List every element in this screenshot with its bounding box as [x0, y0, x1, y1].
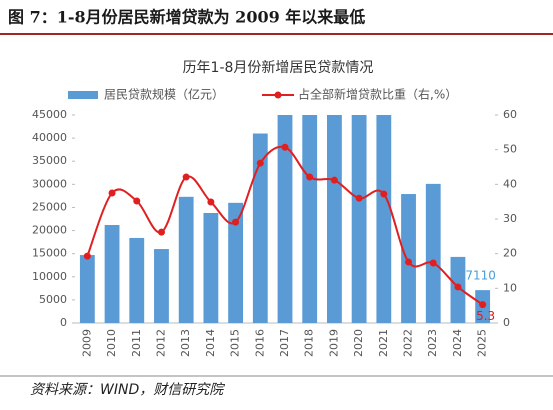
x-tick-label: 2020 — [352, 329, 365, 357]
bar — [154, 249, 169, 323]
line-point — [380, 190, 388, 198]
line-point — [232, 218, 240, 226]
line-point — [108, 189, 116, 197]
x-tick-label: 2014 — [204, 329, 217, 357]
bar — [129, 237, 145, 323]
y2-tick-label: 60 — [503, 108, 517, 121]
figure-header: 图 7：1-8月份居民新增贷款为 2009 年以来最低 — [8, 8, 365, 27]
line-point — [405, 258, 413, 266]
chart-title: 历年1-8月份新增居民贷款情况 — [183, 60, 374, 76]
bar — [228, 202, 243, 323]
line-point — [479, 301, 487, 309]
data-label: 7110 — [465, 269, 496, 283]
line-point — [355, 194, 363, 202]
x-tick-label: 2015 — [229, 329, 242, 357]
line-point — [207, 198, 215, 206]
line-point — [454, 283, 462, 291]
y2-tick-label: 30 — [503, 212, 517, 225]
x-tick-label: 2024 — [451, 329, 464, 357]
y-tick-label: 0 — [60, 316, 67, 329]
legend-swatch — [274, 91, 282, 99]
line-point — [182, 173, 190, 181]
line-point — [83, 252, 91, 260]
x-tick-label: 2017 — [278, 329, 291, 357]
line-point — [256, 159, 264, 167]
y-tick-label: 5000 — [39, 293, 67, 306]
bar — [79, 255, 95, 323]
x-tick-label: 2010 — [105, 329, 118, 357]
y-tick-label: 35000 — [32, 154, 67, 167]
legend-swatch — [68, 91, 98, 99]
x-tick-label: 2016 — [253, 329, 266, 357]
bar — [252, 133, 268, 323]
line-point — [306, 173, 314, 181]
line-point — [429, 259, 437, 267]
y2-tick-label: 40 — [503, 177, 517, 190]
bar — [351, 115, 367, 323]
y-tick-label: 20000 — [32, 224, 67, 237]
bar — [327, 115, 342, 323]
y2-tick-label: 20 — [503, 247, 517, 260]
x-tick-label: 2023 — [426, 329, 439, 357]
x-tick-label: 2012 — [154, 329, 167, 357]
bar — [376, 115, 392, 323]
x-tick-label: 2025 — [476, 329, 489, 357]
y-tick-label: 40000 — [32, 131, 67, 144]
data-label: 5.3 — [476, 309, 495, 323]
x-tick-label: 2022 — [402, 329, 415, 357]
bar — [203, 212, 219, 323]
y-tick-label: 25000 — [32, 200, 67, 213]
y-tick-label: 30000 — [32, 177, 67, 190]
line-point — [330, 176, 338, 184]
x-tick-label: 2019 — [327, 329, 340, 357]
x-tick-label: 2011 — [130, 329, 143, 357]
bar — [425, 183, 441, 323]
y-tick-label: 15000 — [32, 247, 67, 260]
source-note: 资料来源：WIND，财信研究院 — [30, 382, 225, 398]
line-point — [281, 143, 289, 151]
x-tick-label: 2018 — [303, 329, 316, 357]
line-point — [133, 197, 141, 205]
legend-label: 居民贷款规模（亿元） — [104, 87, 224, 102]
bar — [302, 115, 318, 323]
line-point — [157, 228, 165, 236]
y-tick-label: 45000 — [32, 108, 67, 121]
x-tick-label: 2013 — [179, 329, 192, 357]
bar — [178, 196, 194, 323]
legend-label: 占全部新增贷款比重（右,%） — [298, 87, 457, 102]
y2-tick-label: 0 — [503, 316, 510, 329]
bar — [104, 225, 120, 323]
x-tick-label: 2009 — [80, 329, 93, 357]
y-tick-label: 10000 — [32, 270, 67, 283]
y2-tick-label: 10 — [503, 281, 517, 294]
x-tick-label: 2021 — [377, 329, 390, 357]
y2-tick-label: 50 — [503, 143, 517, 156]
bar — [277, 115, 293, 323]
